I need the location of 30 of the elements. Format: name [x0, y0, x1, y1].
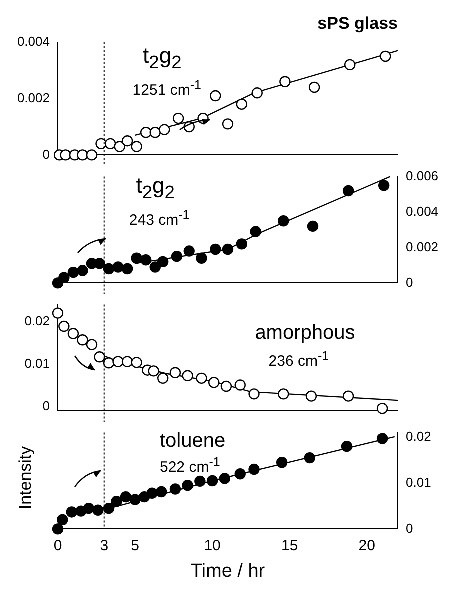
y-tick-label: 0.02: [24, 313, 50, 328]
y-tick-label: 0: [42, 398, 50, 414]
y2-tick-label: 0.02: [406, 428, 432, 444]
annotation: t$_{2}$g$_{2}$: [143, 42, 182, 72]
y2-tick-label: 0.01: [406, 474, 432, 490]
y2-tick-label: 0.002: [406, 239, 439, 254]
y2-tick-label: 0.004: [406, 204, 439, 219]
annotation: 243 cm$^{-1}$: [129, 208, 190, 230]
x-tick-label: 3: [100, 537, 109, 554]
y-axis-title: Intensity: [16, 446, 36, 510]
annotation: 1251 cm$^{-1}$: [132, 78, 202, 100]
y-tick-label: 0: [42, 146, 50, 162]
y-tick-label: 0.004: [17, 34, 50, 49]
x-tick-label: 5: [131, 537, 140, 554]
y2-tick-label: 0: [406, 274, 414, 290]
x-tick-label: 10: [204, 537, 221, 554]
y-tick-label: 0.002: [17, 90, 50, 106]
y-tick-label: 0.01: [24, 356, 50, 371]
annotation: toluene: [160, 430, 226, 452]
annotation: 236 cm$^{-1}$: [268, 349, 330, 371]
chart-title: sPS glass: [318, 14, 398, 33]
x-tick-label: 15: [281, 537, 298, 554]
annotation: 522 cm$^{-1}$: [160, 454, 220, 476]
annotation: t$_{2}$g$_{2}$: [136, 173, 175, 203]
y2-tick-label: 0: [406, 520, 414, 536]
x-tick-label: 0: [54, 537, 62, 554]
x-tick-label: 20: [358, 537, 376, 554]
annotation: amorphous: [255, 322, 356, 344]
y2-tick-label: 0.006: [406, 168, 439, 184]
x-axis-title: Time / hr: [190, 560, 266, 582]
